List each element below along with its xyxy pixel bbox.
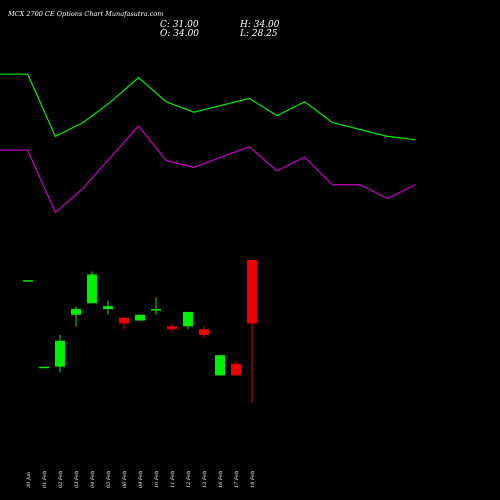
high-value: H: 34.00 <box>240 20 280 30</box>
low-value: L: 28.25 <box>240 29 278 39</box>
open-value: O: 34.00 <box>160 29 200 39</box>
x-tick-label: 05 Feb <box>106 471 112 488</box>
x-tick-label: 03 Feb <box>74 471 80 488</box>
candle-body-6 <box>103 306 113 310</box>
x-tick-label: 11 Feb <box>170 471 176 488</box>
x-tick-label: 13 Feb <box>202 471 208 488</box>
candle-body-2 <box>39 366 49 369</box>
x-tick-label: 18 Feb <box>250 471 256 488</box>
x-tick-label: 01 Feb <box>42 471 48 488</box>
candle-body-14 <box>231 363 241 376</box>
chart-title: MCX 2700 CE Options Chart Munafasutra.co… <box>8 10 164 18</box>
overlay-line-2 <box>0 125 416 214</box>
x-tick-label: 17 Feb <box>234 471 240 488</box>
candle-body-11 <box>183 311 193 327</box>
candle-body-15 <box>247 260 257 324</box>
candle-body-7 <box>119 317 129 324</box>
x-tick-label: 30 Jan <box>26 472 32 488</box>
close-value: C: 31.00 <box>160 20 199 30</box>
candle-body-8 <box>135 314 145 321</box>
candle-body-1 <box>23 280 33 282</box>
x-tick-label: 04 Feb <box>90 471 96 488</box>
x-tick-label: 10 Feb <box>154 471 160 488</box>
candle-body-12 <box>199 329 209 335</box>
x-tick-label: 09 Feb <box>138 471 144 488</box>
candle-body-4 <box>71 309 81 315</box>
candle-body-5 <box>87 274 97 304</box>
overlay-line-1 <box>0 73 416 141</box>
x-tick-label: 12 Feb <box>186 471 192 488</box>
candle-body-3 <box>55 340 65 367</box>
candle-body-13 <box>215 355 225 376</box>
candle-body-9 <box>151 309 161 311</box>
candle-body-10 <box>167 326 177 330</box>
x-tick-label: 02 Feb <box>58 471 64 488</box>
x-tick-label: 06 Feb <box>122 471 128 488</box>
x-tick-label: 16 Feb <box>218 471 224 488</box>
